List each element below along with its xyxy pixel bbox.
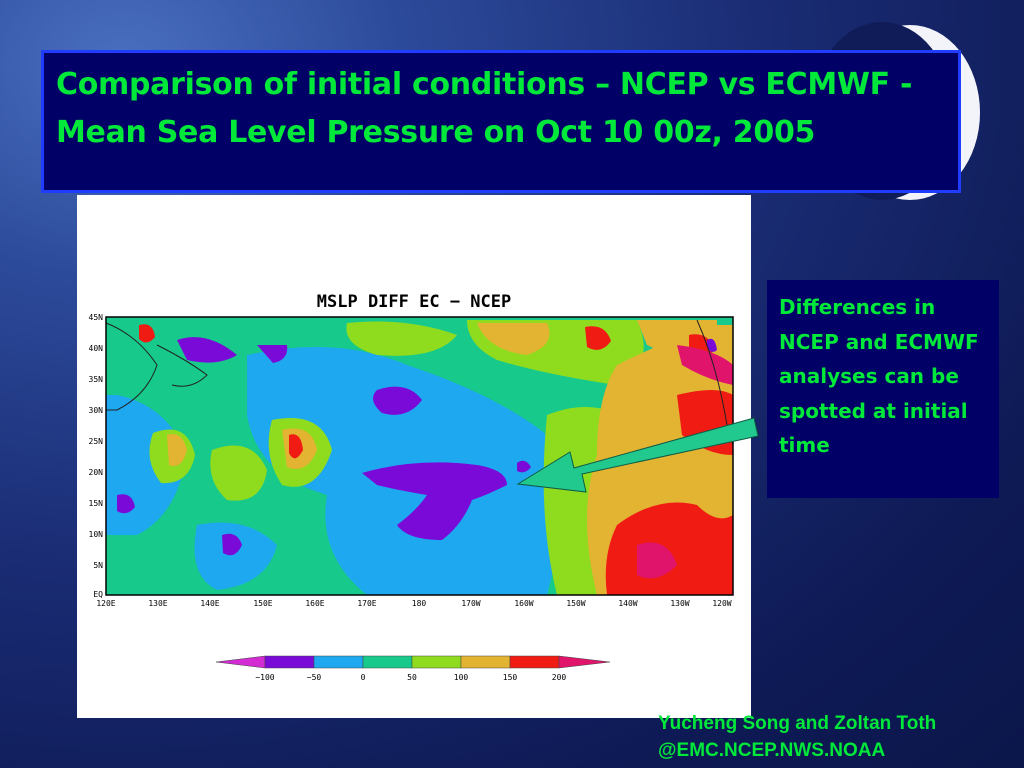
credit-authors: Yucheng Song and Zoltan Toth bbox=[658, 713, 937, 734]
colorbar-segment bbox=[558, 655, 611, 669]
lat-label: 45N bbox=[89, 313, 104, 322]
colorbar-label: −50 bbox=[307, 673, 322, 682]
lon-label: 170E bbox=[357, 599, 376, 608]
contour-field bbox=[105, 316, 734, 596]
lon-label: 140E bbox=[200, 599, 219, 608]
colorbar-label: −100 bbox=[255, 673, 274, 682]
lon-label: 120W bbox=[712, 599, 731, 608]
lat-label: EQ bbox=[93, 590, 103, 599]
annotation-text: Differences in NCEP and ECMWF analyses c… bbox=[779, 295, 979, 457]
colorbar: −100 −50 0 50 100 150 200 bbox=[215, 655, 611, 682]
map-svg: MSLP DIFF EC − NCEP bbox=[89, 292, 734, 682]
colorbar-label: 100 bbox=[454, 673, 469, 682]
lon-label: 140W bbox=[618, 599, 637, 608]
lat-label: 20N bbox=[89, 468, 104, 477]
lon-label: 120E bbox=[96, 599, 115, 608]
lon-label: 150E bbox=[253, 599, 272, 608]
annotation-box: Differences in NCEP and ECMWF analyses c… bbox=[767, 280, 999, 498]
lat-label: 30N bbox=[89, 406, 104, 415]
mslp-difference-map: MSLP DIFF EC − NCEP bbox=[77, 195, 751, 718]
lon-label: 130E bbox=[148, 599, 167, 608]
plot-heading: MSLP DIFF EC − NCEP bbox=[317, 292, 511, 312]
colorbar-label: 200 bbox=[552, 673, 567, 682]
longitude-axis-labels: 120E 130E 140E 150E 160E 170E 180 170W 1… bbox=[96, 599, 731, 608]
colorbar-label: 150 bbox=[503, 673, 518, 682]
lat-label: 40N bbox=[89, 344, 104, 353]
author-credit: Yucheng Song and Zoltan Toth @EMC.NCEP.N… bbox=[658, 710, 936, 764]
lon-label: 150W bbox=[566, 599, 585, 608]
lon-label: 160W bbox=[514, 599, 533, 608]
lon-label: 130W bbox=[670, 599, 689, 608]
colorbar-label: 50 bbox=[407, 673, 417, 682]
credit-affiliation: @EMC.NCEP.NWS.NOAA bbox=[658, 740, 886, 761]
slide-title: Comparison of initial conditions – NCEP … bbox=[56, 67, 913, 150]
lat-label: 25N bbox=[89, 437, 104, 446]
lon-label: 180 bbox=[412, 599, 427, 608]
lat-label: 5N bbox=[93, 561, 103, 570]
lon-label: 170W bbox=[461, 599, 480, 608]
latitude-axis-labels: 45N 40N 35N 30N 25N 20N 15N 10N 5N EQ bbox=[89, 313, 104, 599]
title-box: Comparison of initial conditions – NCEP … bbox=[41, 50, 961, 193]
lat-label: 15N bbox=[89, 499, 104, 508]
lat-label: 10N bbox=[89, 530, 104, 539]
lon-label: 160E bbox=[305, 599, 324, 608]
lat-label: 35N bbox=[89, 375, 104, 384]
colorbar-label: 0 bbox=[361, 673, 366, 682]
